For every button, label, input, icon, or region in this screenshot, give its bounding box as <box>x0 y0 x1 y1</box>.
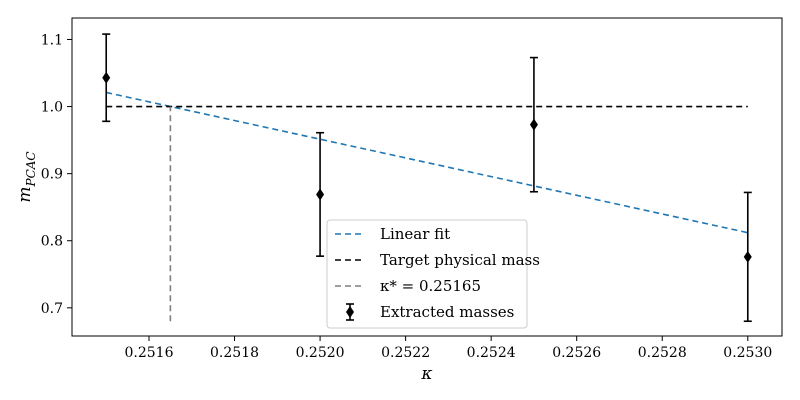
diamond-marker <box>102 71 111 84</box>
y-tick-label: 0.8 <box>41 234 63 250</box>
series-line-1 <box>106 91 748 234</box>
x-tick-label: 0.2528 <box>638 345 687 361</box>
x-tick-label: 0.2518 <box>210 345 259 361</box>
x-tick-label: 0.2524 <box>467 345 516 361</box>
plot-frame <box>71 17 783 337</box>
y-tick-label: 1.0 <box>41 100 63 116</box>
legend-label: Extracted masses <box>380 303 514 321</box>
x-axis-ticks: 0.2516 0.2518 0.2520 0.2522 0.2524 0.2526 0.25… <box>124 336 772 361</box>
legend-box <box>326 219 528 329</box>
diamond-marker <box>316 188 325 201</box>
legend-entry: Linear fit <box>335 225 450 243</box>
data-point <box>316 131 325 257</box>
y-axis-label: mPCAC <box>15 151 38 202</box>
legend-label: Target physical mass <box>380 251 540 269</box>
y-axis-ticks: 0.7 0.8 0.9 1.0 1.1 <box>41 32 72 317</box>
legend-label: Linear fit <box>380 225 450 243</box>
y-tick-label: 0.9 <box>41 167 63 183</box>
x-tick-label: 0.2516 <box>124 345 173 361</box>
x-tick-label: 0.2522 <box>381 345 430 361</box>
y-tick-label: 0.7 <box>41 301 63 317</box>
x-axis-label: κ <box>420 364 432 384</box>
x-tick-label: 0.2530 <box>723 345 772 361</box>
data-point <box>102 33 111 123</box>
legend-diamond <box>346 306 354 318</box>
legend-entry: Target physical mass <box>335 251 540 269</box>
y-tick-label: 1.1 <box>41 32 63 48</box>
diamond-marker <box>743 250 752 263</box>
legend: Linear fit Target physical mass κ* = 0.251… <box>326 219 540 329</box>
legend-entry: Extracted masses <box>346 303 514 321</box>
legend-entry: κ* = 0.25165 <box>335 277 481 295</box>
data-point <box>529 56 538 193</box>
x-tick-label: 0.2526 <box>552 345 601 361</box>
svg-text:mPCAC: mPCAC <box>15 151 38 202</box>
legend-label: κ* = 0.25165 <box>380 277 481 295</box>
x-tick-label: 0.2520 <box>296 345 345 361</box>
chart-marks <box>102 33 752 323</box>
diamond-marker <box>529 118 538 131</box>
data-point <box>743 191 752 323</box>
